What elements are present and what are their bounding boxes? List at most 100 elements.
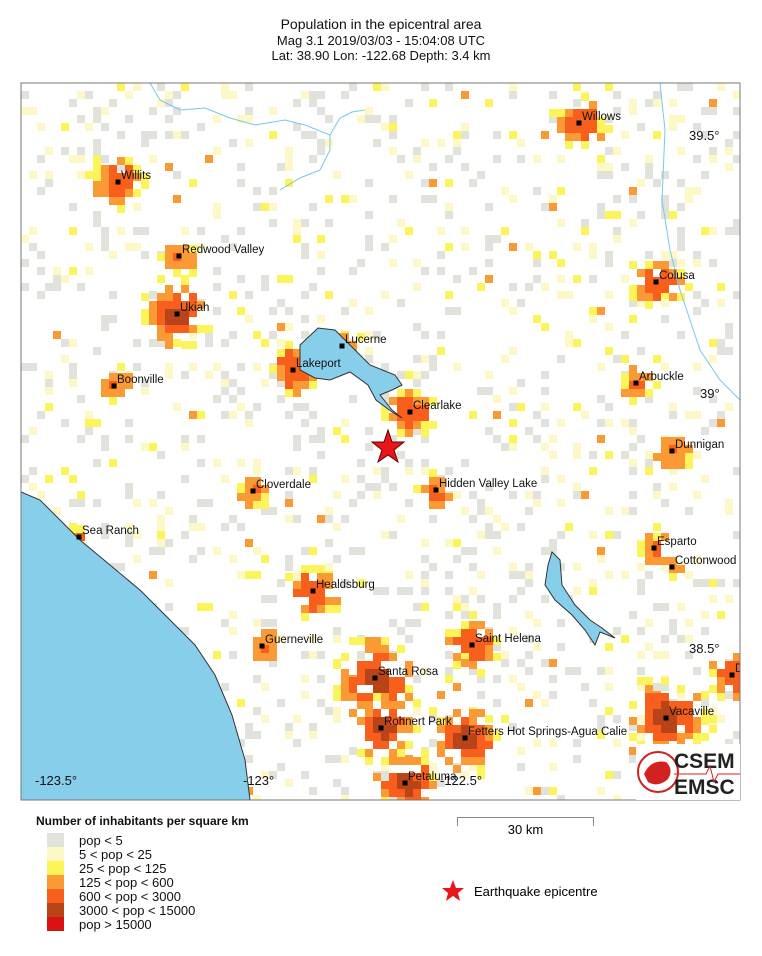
population-cell — [429, 515, 437, 523]
city-dot — [651, 545, 657, 551]
population-cell — [413, 389, 421, 397]
city-label: Petaluma — [408, 771, 457, 783]
population-cell — [341, 787, 349, 795]
population-cell — [637, 299, 645, 307]
population-cell — [573, 451, 581, 459]
population-cell — [597, 723, 605, 731]
population-cell — [157, 523, 165, 531]
population-cell — [181, 371, 189, 379]
population-cell — [205, 371, 213, 379]
population-cell — [141, 251, 149, 259]
population-cell — [453, 653, 461, 661]
population-cell — [93, 459, 101, 467]
population-cell — [101, 523, 109, 531]
population-cell — [629, 315, 637, 323]
population-cell — [461, 547, 469, 555]
population-cell — [717, 299, 725, 307]
population-cell — [341, 795, 349, 800]
population-cell — [277, 339, 285, 347]
population-cell — [341, 475, 349, 483]
population-cell — [165, 261, 173, 269]
population-cell — [77, 491, 85, 499]
population-cell — [189, 515, 197, 523]
population-cell — [389, 709, 397, 717]
population-cell — [189, 363, 197, 371]
population-cell — [541, 387, 549, 395]
population-cell — [621, 571, 629, 579]
population-cell — [349, 677, 357, 685]
city-marker: Rohnert Park — [378, 716, 452, 731]
population-cell — [605, 771, 613, 779]
population-cell — [157, 333, 165, 341]
population-cell — [461, 91, 469, 99]
population-cell — [621, 419, 629, 427]
population-cell — [485, 645, 493, 653]
population-cell — [645, 171, 653, 179]
city-dot — [259, 643, 265, 649]
population-cell — [565, 125, 573, 133]
population-cell — [189, 341, 197, 349]
population-cell — [357, 547, 365, 555]
population-cell — [413, 699, 421, 707]
population-cell — [109, 197, 117, 205]
population-cell — [429, 773, 437, 781]
population-cell — [517, 587, 525, 595]
population-cell — [309, 91, 317, 99]
population-cell — [181, 325, 189, 333]
population-cell — [397, 773, 405, 781]
population-cell — [645, 643, 653, 651]
population-cell — [493, 653, 501, 661]
population-cell — [405, 371, 413, 379]
population-cell — [693, 187, 701, 195]
population-cell — [261, 619, 269, 627]
population-cell — [405, 797, 413, 800]
population-cell — [357, 475, 365, 483]
population-cell — [445, 493, 453, 501]
population-cell — [477, 387, 485, 395]
population-cell — [293, 389, 301, 397]
population-cell — [469, 491, 477, 499]
population-cell — [509, 443, 517, 451]
population-cell — [365, 115, 373, 123]
population-cell — [501, 227, 509, 235]
population-cell — [597, 363, 605, 371]
population-cell — [253, 795, 261, 800]
city-label: Willows — [582, 111, 621, 123]
population-cell — [365, 443, 373, 451]
population-cell — [469, 733, 477, 741]
population-cell — [333, 523, 341, 531]
population-cell — [461, 629, 469, 637]
population-cell — [637, 587, 645, 595]
population-cell — [693, 155, 701, 163]
population-cell — [685, 725, 693, 733]
population-cell — [677, 227, 685, 235]
population-cell — [381, 763, 389, 771]
population-cell — [629, 219, 637, 227]
population-cell — [45, 475, 53, 483]
population-cell — [365, 717, 373, 725]
population-cell — [341, 685, 349, 693]
population-cell — [293, 435, 301, 443]
population-cell — [309, 475, 317, 483]
population-cell — [717, 83, 725, 91]
population-cell — [341, 669, 349, 677]
population-cell — [429, 363, 437, 371]
population-cell — [309, 635, 317, 643]
population-cell — [309, 203, 317, 211]
population-cell — [221, 619, 229, 627]
population-cell — [285, 179, 293, 187]
population-cell — [325, 539, 333, 547]
population-cell — [101, 181, 109, 189]
population-cell — [317, 699, 325, 707]
population-cell — [677, 277, 685, 285]
population-cell — [573, 667, 581, 675]
population-cell — [317, 675, 325, 683]
population-cell — [237, 739, 245, 747]
population-cell — [301, 419, 309, 427]
population-cell — [285, 467, 293, 475]
population-cell — [69, 99, 77, 107]
population-cell — [557, 475, 565, 483]
population-cell — [437, 331, 445, 339]
population-cell — [253, 707, 261, 715]
population-cell — [605, 163, 613, 171]
